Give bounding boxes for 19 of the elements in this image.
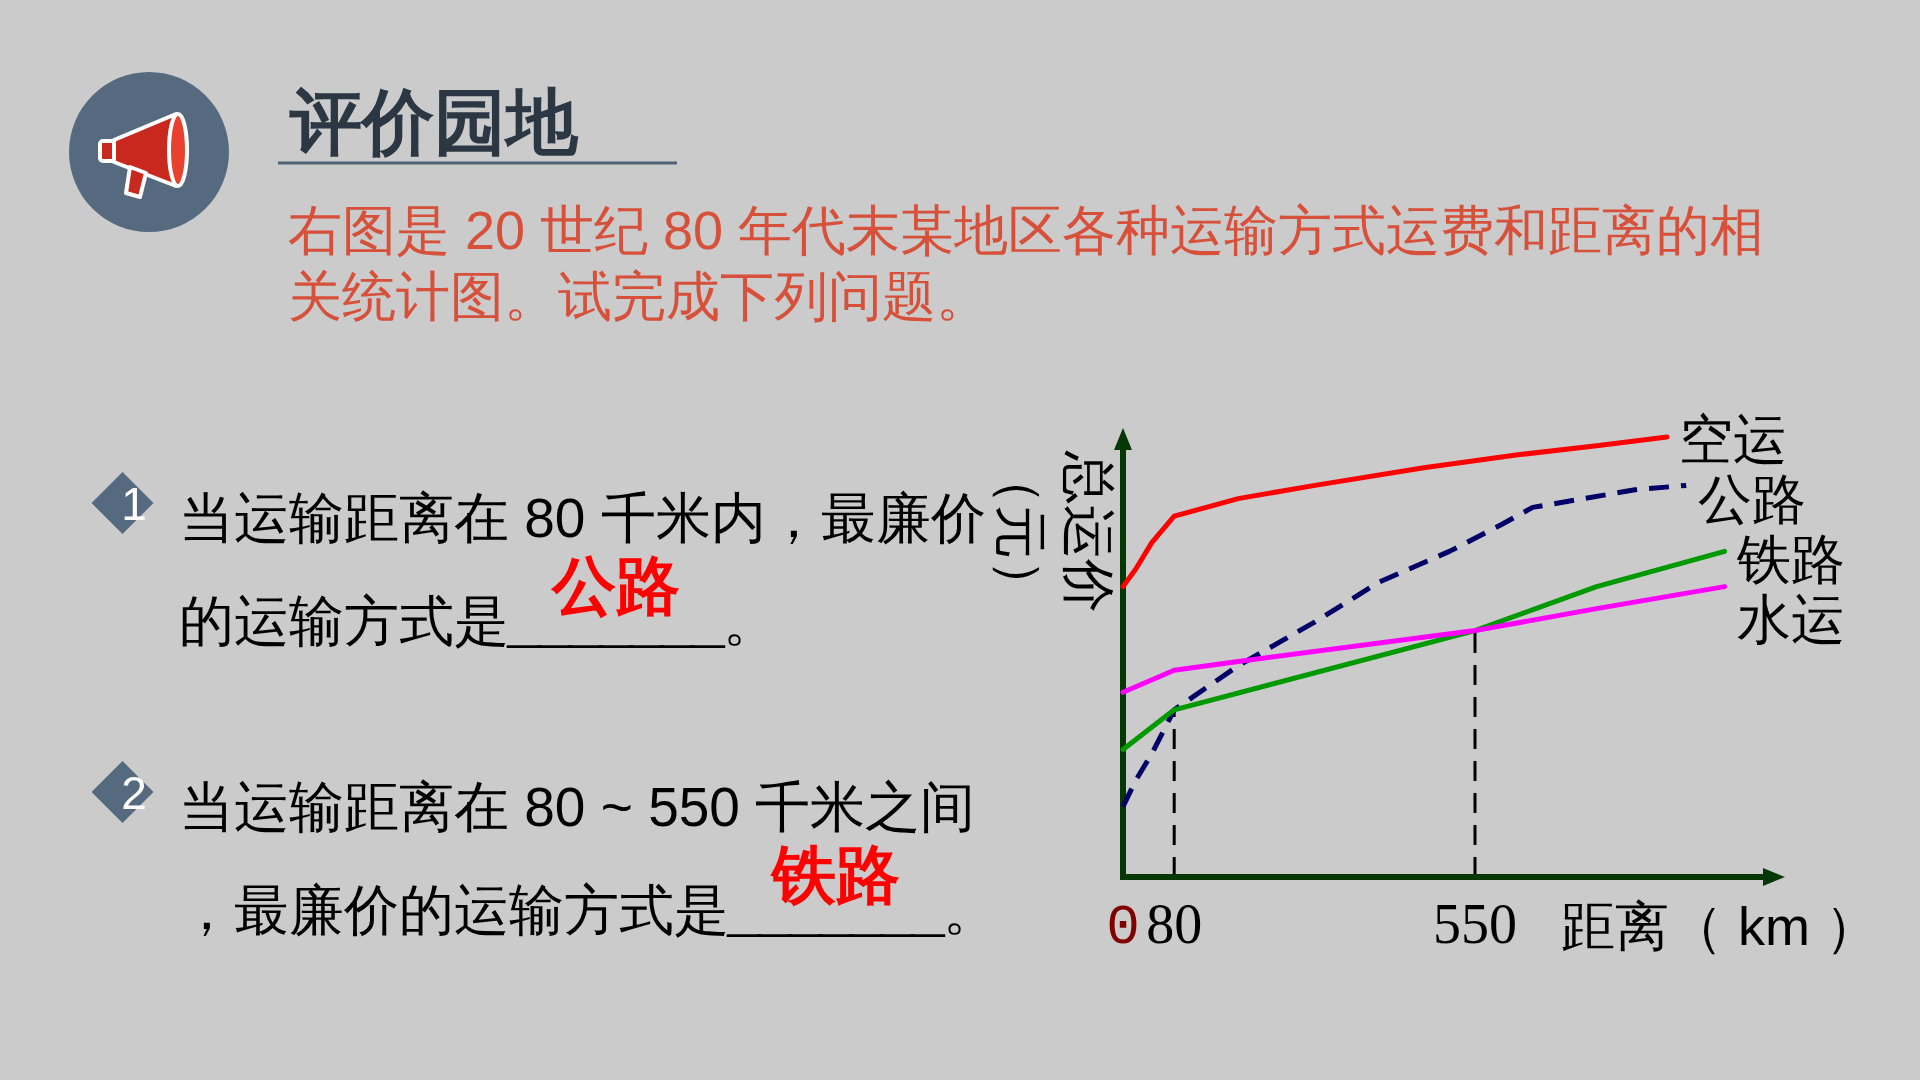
question: _______ [729, 911, 944, 937]
x-tick: 80 [1146, 892, 1203, 955]
question: 。 [723, 589, 779, 652]
badge-label: 1 [121, 477, 147, 530]
answer: 公路 [552, 549, 681, 622]
question: 的运输方式是 [179, 589, 509, 652]
badge-label: 2 [121, 766, 147, 819]
ylabel: 总运价（元） [991, 451, 1119, 613]
answer: 铁路 [772, 838, 901, 911]
question: 当运输距离在 80 ~ 550 千米之间 [179, 775, 976, 838]
x-tick: 550 [1433, 892, 1517, 955]
xlabel: 距离（ km ） [1561, 895, 1879, 956]
question: _______ [509, 622, 724, 648]
x-tick: 0 [1106, 895, 1140, 960]
subtitle: 右图是 20 世纪 80 年代末某地区各种运输方式运费和距离的相关统计图。试完成下列问题。 [288, 199, 1765, 326]
question: ，最廉价的运输方式是 [179, 878, 729, 941]
title: 评价园地 [290, 82, 578, 163]
question: 。 [943, 878, 999, 941]
question: 当运输距离在 80 千米内，最廉价 [179, 486, 986, 549]
